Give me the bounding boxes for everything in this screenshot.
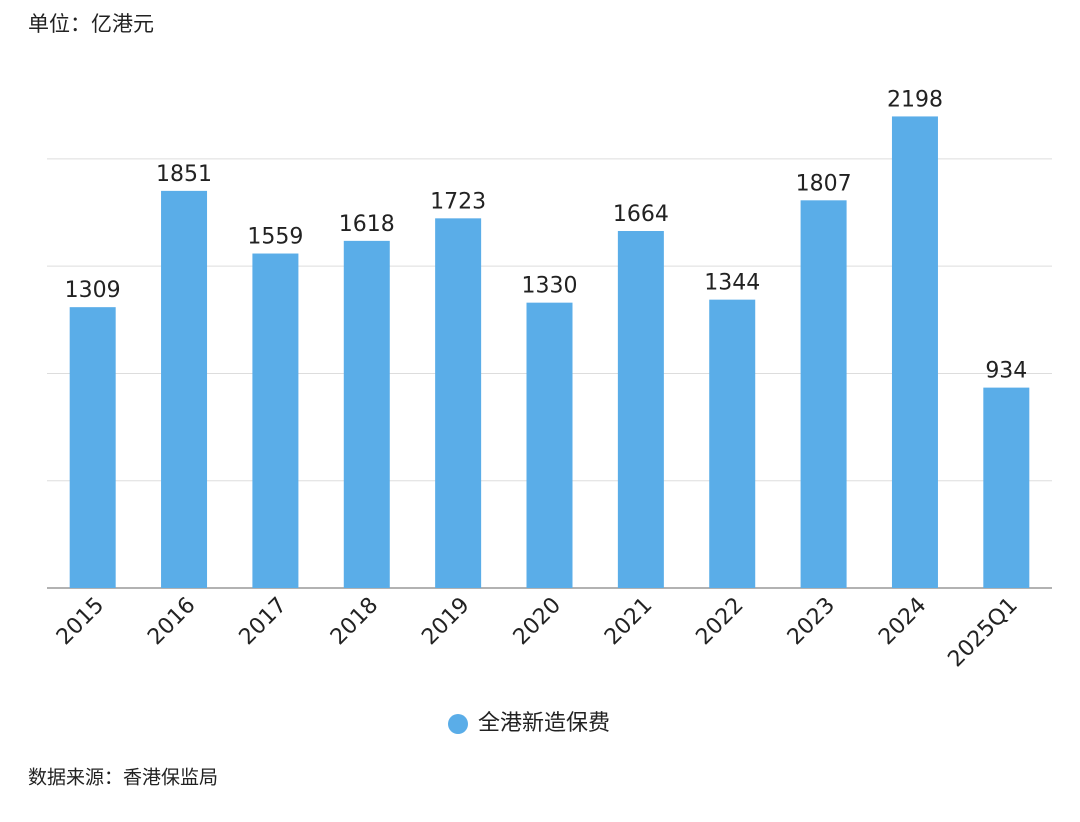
x-tick-label: 2022 bbox=[691, 593, 748, 650]
x-tick-label: 2024 bbox=[874, 593, 931, 650]
x-tick-label: 2025Q1 bbox=[943, 593, 1022, 672]
x-tick-label: 2018 bbox=[326, 593, 383, 650]
bar bbox=[800, 200, 847, 589]
bar bbox=[709, 299, 756, 588]
bar bbox=[435, 218, 482, 588]
bar bbox=[343, 240, 390, 588]
value-label: 934 bbox=[985, 359, 1027, 384]
source-note: 数据来源：香港保监局 bbox=[28, 767, 218, 789]
value-label: 1723 bbox=[430, 189, 486, 214]
bar bbox=[617, 230, 664, 588]
bar bbox=[526, 302, 573, 588]
x-tick-label: 2021 bbox=[600, 593, 657, 650]
value-label: 1807 bbox=[796, 171, 852, 196]
legend-label: 全港新造保费 bbox=[478, 711, 610, 736]
value-label: 1344 bbox=[704, 271, 760, 296]
x-tick-label: 2023 bbox=[783, 593, 840, 650]
value-label: 1559 bbox=[247, 225, 303, 250]
x-tick-label: 2016 bbox=[143, 593, 200, 650]
x-tick-label: 2015 bbox=[52, 593, 109, 650]
x-tick-label: 2019 bbox=[417, 593, 474, 650]
bar bbox=[891, 116, 938, 589]
value-label: 1309 bbox=[65, 278, 121, 303]
bar bbox=[983, 387, 1030, 588]
unit-label: 单位：亿港元 bbox=[28, 12, 154, 36]
value-label: 2198 bbox=[887, 87, 943, 112]
value-label: 1618 bbox=[339, 212, 395, 237]
bar bbox=[252, 253, 299, 589]
x-tick-label: 2020 bbox=[509, 593, 566, 650]
bar bbox=[69, 307, 116, 588]
value-label: 1664 bbox=[613, 202, 669, 227]
value-label: 1851 bbox=[156, 162, 212, 187]
legend-marker bbox=[448, 714, 468, 734]
value-label: 1330 bbox=[522, 274, 578, 299]
x-tick-label: 2017 bbox=[235, 593, 292, 650]
bar bbox=[161, 190, 208, 589]
